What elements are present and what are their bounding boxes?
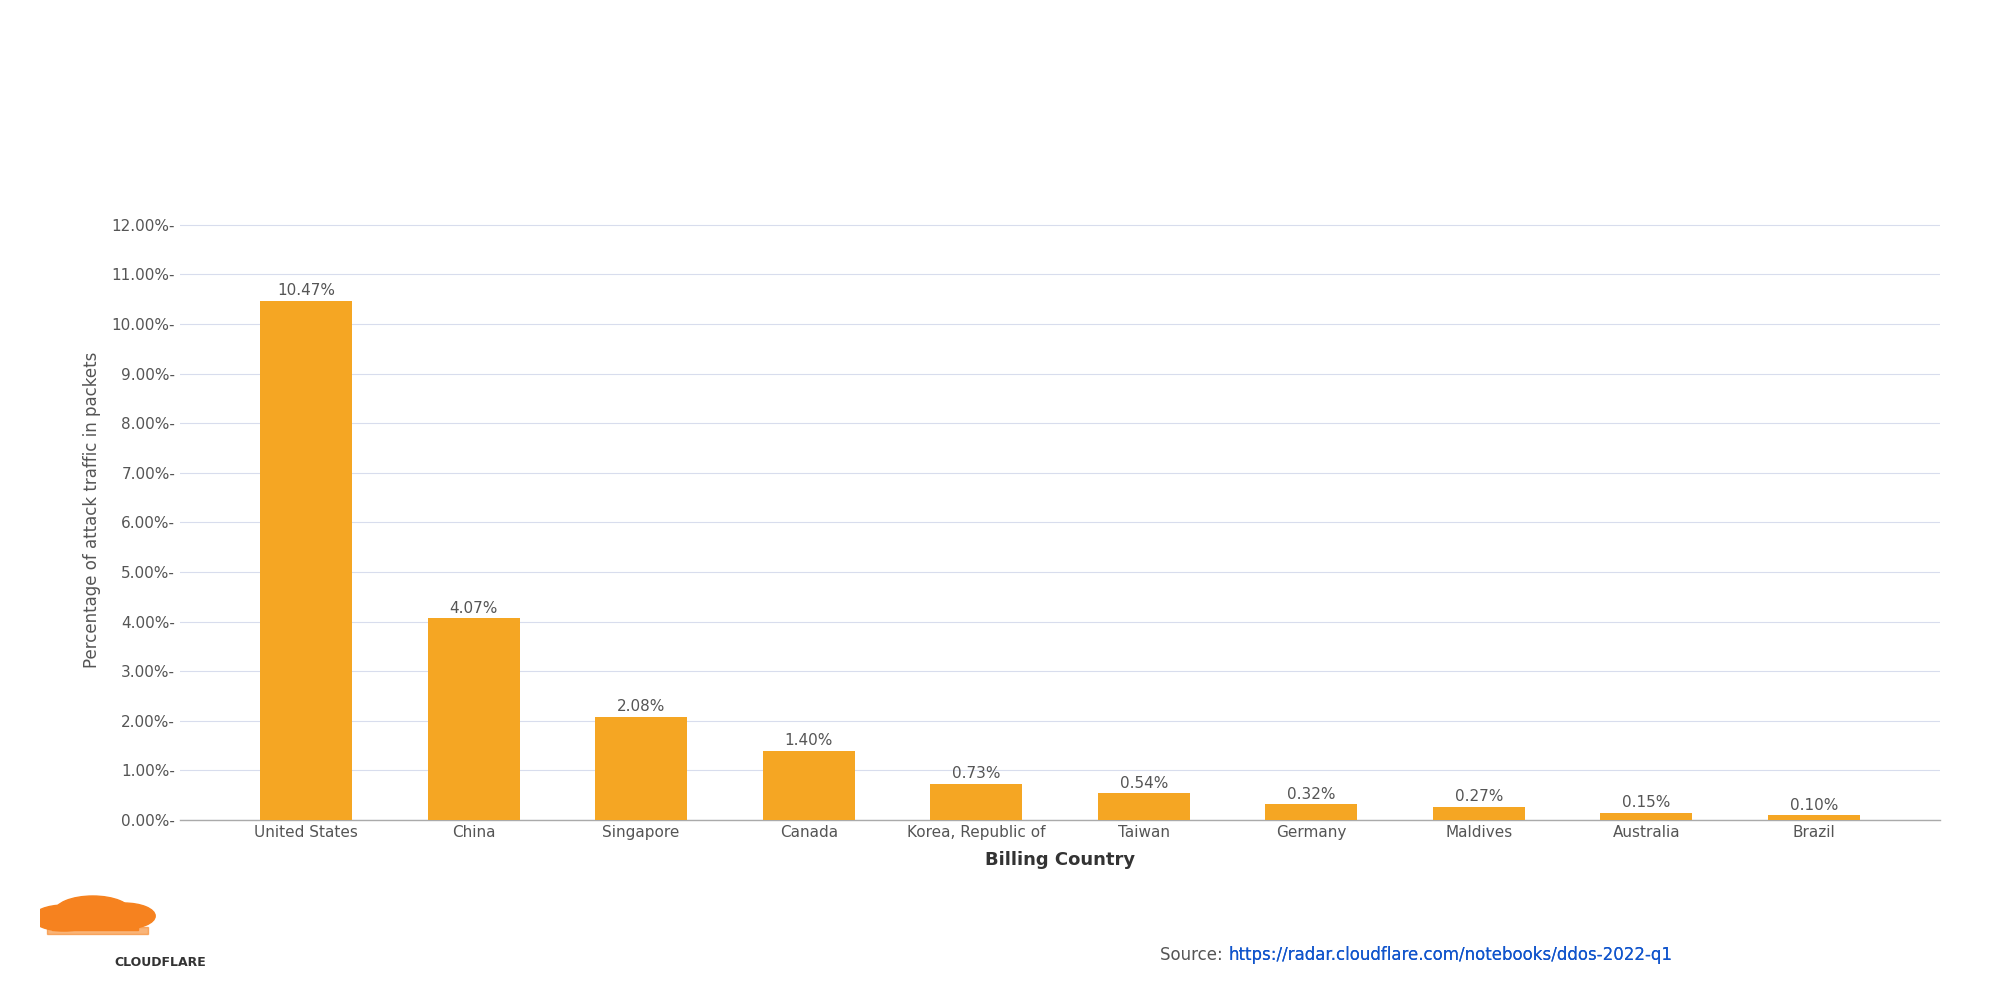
Bar [596,717,688,820]
Text: Source:: Source: [1160,946,1228,964]
Text: 0.32%: 0.32% [1288,787,1336,802]
Text: https://radar.cloudflare.com/notebooks/ddos-2022-q1: https://radar.cloudflare.com/notebooks/d… [1228,946,1672,964]
Bar [762,751,854,820]
Bar [1432,807,1524,820]
Bar [48,927,148,934]
Bar [428,618,520,820]
Bar [1098,793,1190,820]
Text: 0.27%: 0.27% [1454,789,1504,804]
Bar [260,301,352,820]
Bar [1266,804,1358,820]
Bar [52,916,138,930]
Text: 0.54%: 0.54% [1120,776,1168,791]
X-axis label: Billing Country: Billing Country [984,851,1136,869]
Y-axis label: Percentage of attack traffic in packets: Percentage of attack traffic in packets [82,352,100,668]
Text: 0.73%: 0.73% [952,766,1000,781]
Text: 2.08%: 2.08% [616,699,666,714]
Circle shape [54,896,132,928]
Text: 4.07%: 4.07% [450,601,498,616]
Bar [1600,813,1692,820]
Circle shape [92,903,156,929]
Circle shape [32,905,96,931]
Text: Cloudflare Radar: Cloudflare Radar [60,60,536,108]
Text: 10.47%: 10.47% [278,283,336,298]
Text: 0.15%: 0.15% [1622,795,1670,810]
Text: 0.10%: 0.10% [1790,798,1838,813]
Text: 1.40%: 1.40% [784,733,832,748]
Text: https://radar.cloudflare.com/notebooks/ddos-2022-q1: https://radar.cloudflare.com/notebooks/d… [1228,946,1672,964]
Bar [1768,815,1860,820]
Text: CLOUDFLARE: CLOUDFLARE [114,956,206,968]
Bar [930,784,1022,820]
